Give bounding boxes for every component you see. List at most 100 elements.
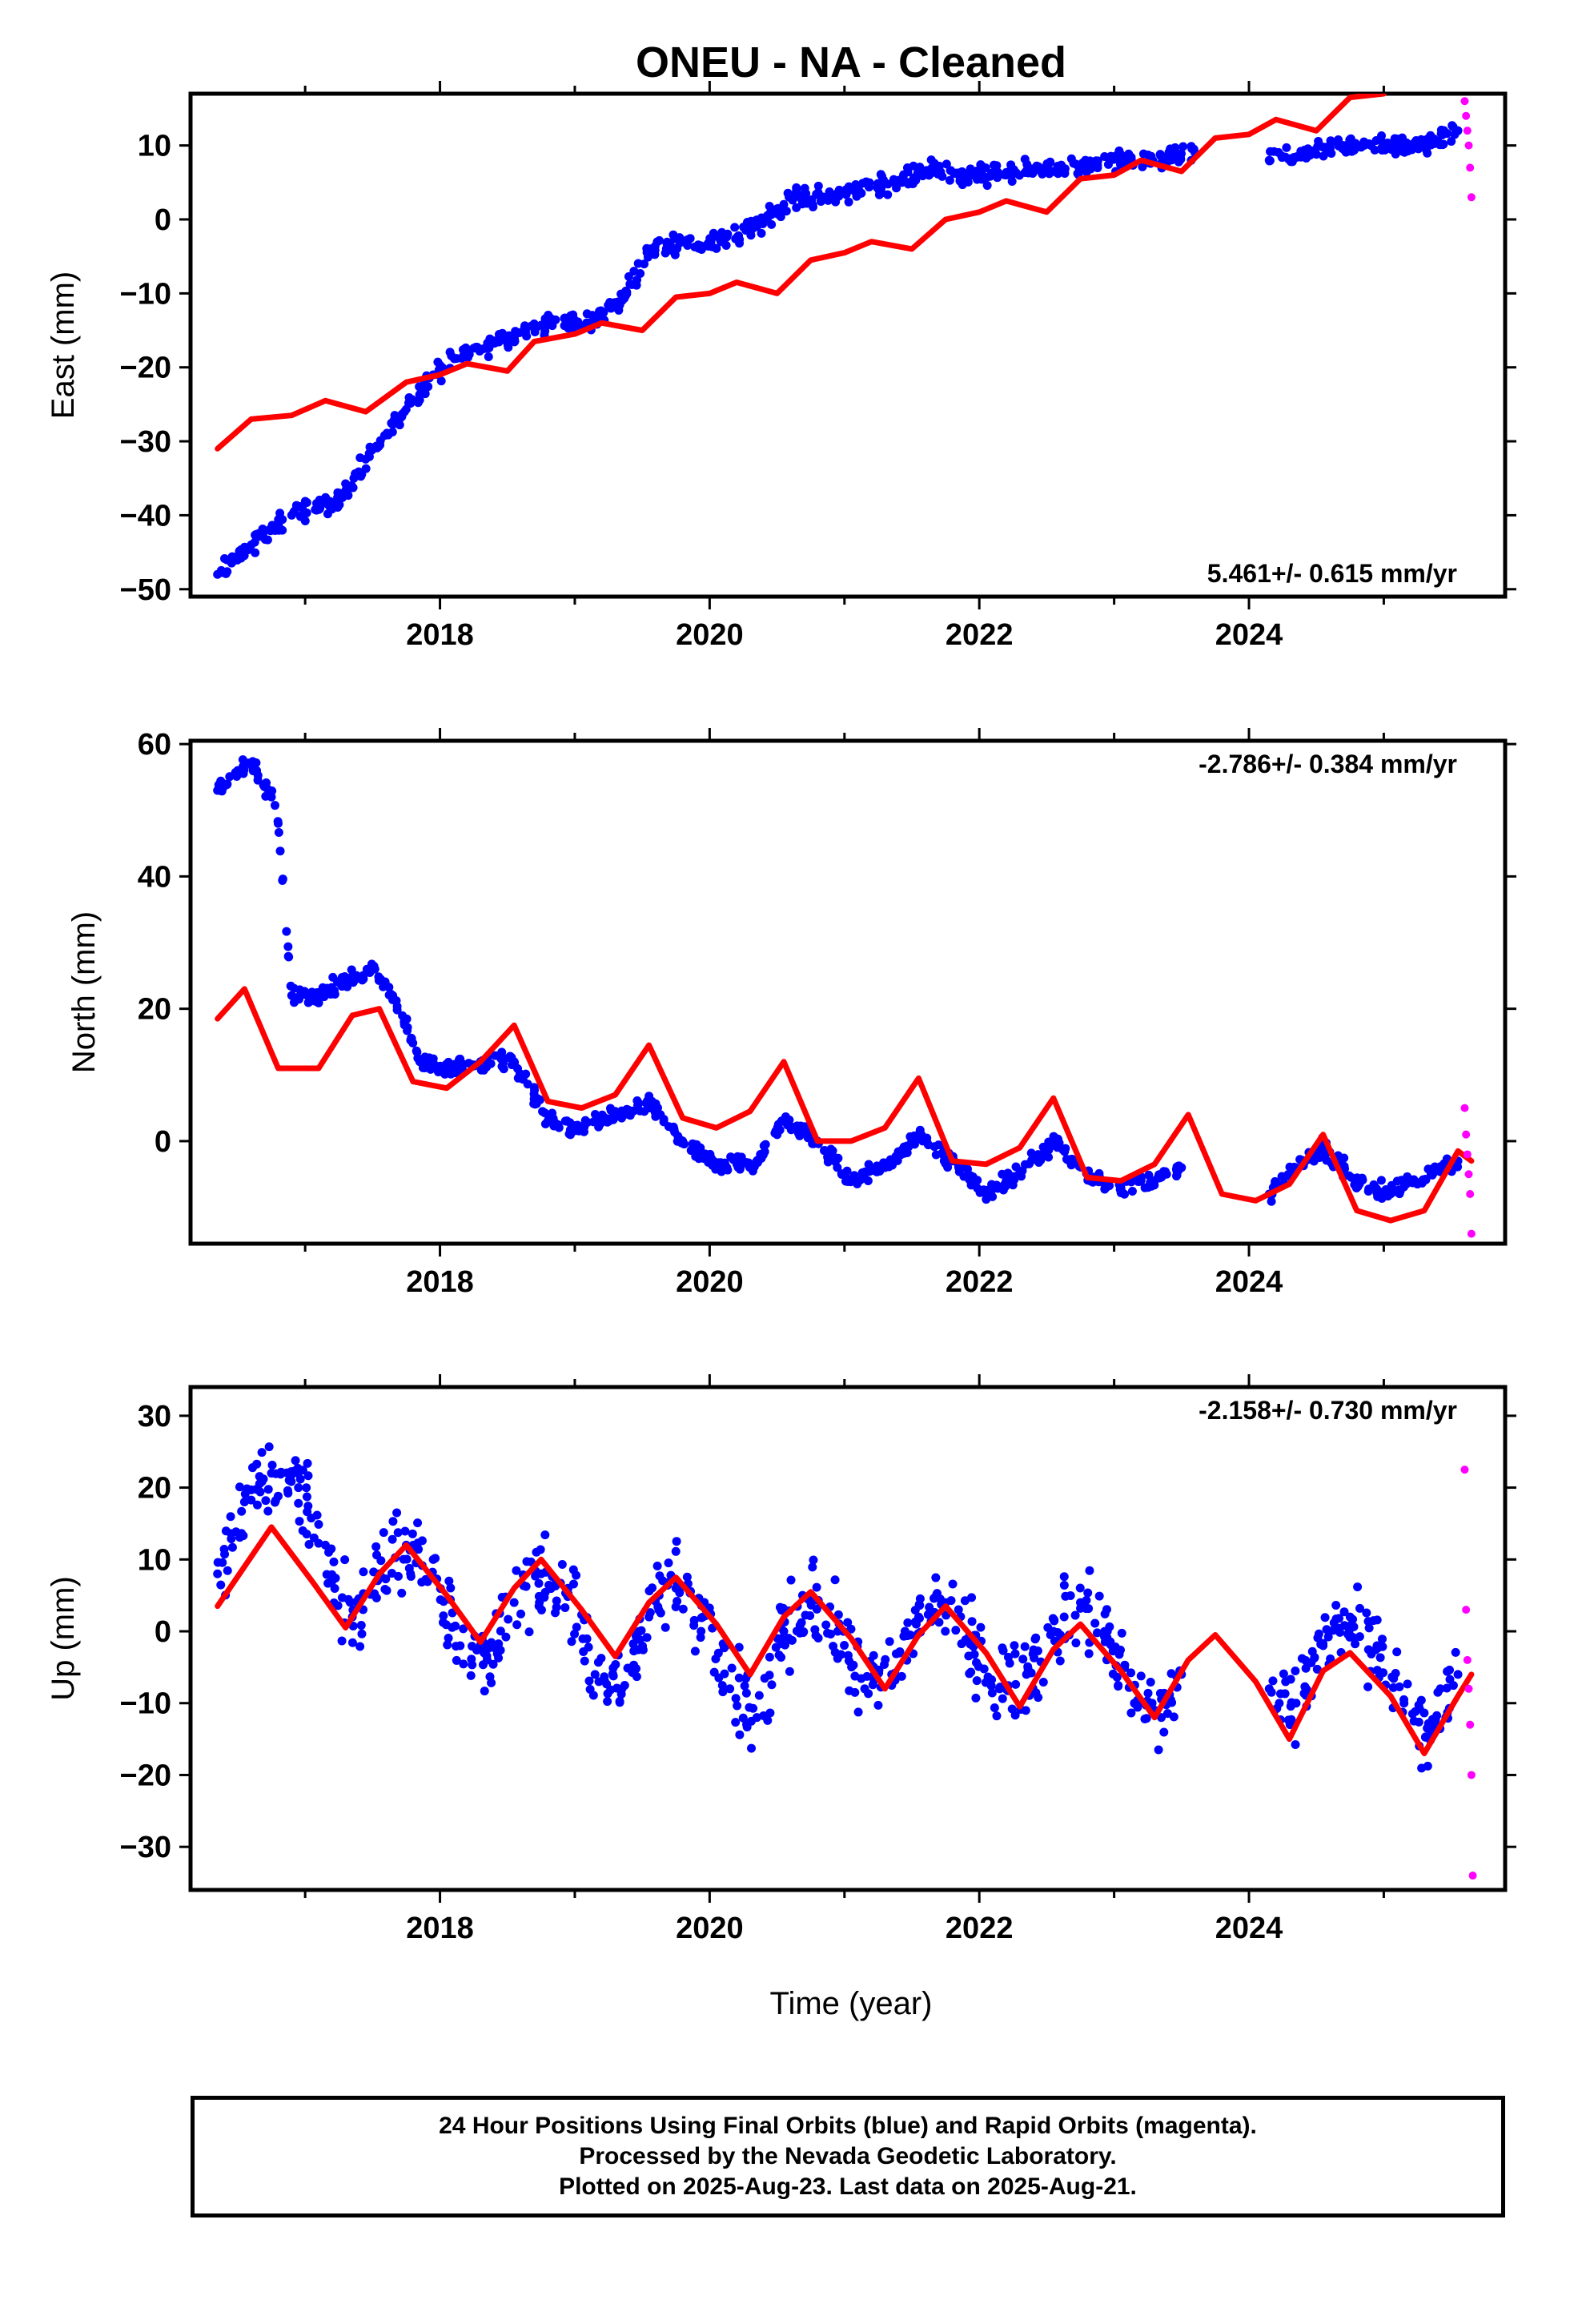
final-point <box>255 1479 264 1489</box>
final-point <box>270 801 279 810</box>
final-point <box>891 1649 901 1659</box>
final-point <box>874 186 884 195</box>
rate-label: -2.786+/- 0.384 mm/yr <box>1199 750 1457 778</box>
x-tick-label: 2022 <box>946 618 1014 652</box>
final-point <box>733 1701 742 1711</box>
final-point <box>1011 1679 1021 1689</box>
final-point <box>1387 1180 1396 1190</box>
final-point <box>1355 141 1365 151</box>
final-point <box>1126 1708 1136 1718</box>
final-point <box>552 1121 561 1131</box>
final-point <box>1369 1180 1379 1189</box>
data-layer <box>213 755 1476 1238</box>
final-point <box>785 1667 794 1676</box>
final-point <box>351 971 361 980</box>
final-point <box>840 1641 849 1651</box>
y-tick-label: 30 <box>138 1400 171 1433</box>
final-point <box>1281 1677 1291 1687</box>
final-point <box>376 1556 386 1566</box>
final-point <box>534 1578 544 1588</box>
final-point <box>1375 1653 1385 1663</box>
final-point <box>786 1575 796 1585</box>
final-point <box>823 1628 833 1638</box>
final-point <box>237 1506 247 1516</box>
final-point <box>1348 1614 1358 1624</box>
final-point <box>913 168 922 178</box>
final-point <box>998 1694 1007 1703</box>
final-point <box>1038 1678 1048 1687</box>
final-point <box>338 493 347 502</box>
final-point <box>1362 1608 1371 1618</box>
rapid-point <box>1467 1771 1476 1779</box>
final-point <box>955 176 965 186</box>
final-point <box>459 1659 468 1669</box>
final-point <box>418 1063 428 1072</box>
final-point <box>439 1597 448 1606</box>
rapid-point <box>1462 1130 1471 1139</box>
final-point <box>708 242 717 251</box>
final-point <box>1291 1739 1300 1749</box>
final-point <box>393 1528 403 1538</box>
y-tick-label: 10 <box>138 130 171 163</box>
final-point <box>426 1064 436 1074</box>
final-point <box>1435 1684 1445 1694</box>
final-point <box>1094 1591 1104 1601</box>
final-point <box>844 197 853 207</box>
final-point <box>480 1687 489 1696</box>
final-point <box>588 1691 598 1700</box>
rapid-point <box>1462 111 1471 120</box>
data-layer <box>213 1442 1477 1880</box>
final-point <box>914 1614 924 1623</box>
final-point <box>673 1597 682 1606</box>
final-point <box>327 1544 336 1554</box>
final-point <box>809 1555 818 1565</box>
final-point <box>999 1180 1009 1190</box>
final-point <box>1363 1682 1373 1691</box>
final-point <box>931 1150 941 1160</box>
final-point <box>1073 169 1082 179</box>
y-tick-label: 10 <box>138 1543 171 1577</box>
final-point <box>632 1672 641 1682</box>
final-point <box>945 175 954 185</box>
final-point <box>552 1596 561 1606</box>
final-point <box>1339 1153 1349 1163</box>
final-point <box>227 1542 237 1552</box>
final-point <box>1331 1600 1341 1610</box>
final-point <box>656 1110 665 1120</box>
final-point <box>444 1633 453 1642</box>
final-point <box>1076 1603 1086 1613</box>
final-point <box>1280 1689 1290 1699</box>
final-point <box>1082 1595 1091 1605</box>
final-point <box>383 430 393 440</box>
final-point <box>850 1687 860 1697</box>
rapid-point <box>1463 1655 1472 1664</box>
final-point <box>857 179 867 188</box>
final-point <box>1439 126 1448 135</box>
final-point <box>1042 159 1052 169</box>
final-point <box>1282 143 1291 152</box>
final-point <box>829 1152 838 1161</box>
final-point <box>1287 1715 1296 1724</box>
final-point <box>767 210 777 219</box>
final-point <box>1143 1688 1153 1698</box>
final-point <box>990 1703 999 1712</box>
final-point <box>459 1624 468 1634</box>
final-point <box>510 1058 520 1068</box>
final-point <box>499 1064 508 1074</box>
x-tick-label: 2024 <box>1215 618 1283 652</box>
final-point <box>902 1141 912 1151</box>
final-point <box>781 207 791 216</box>
final-point <box>1085 156 1094 166</box>
final-point <box>393 1571 403 1581</box>
final-point <box>759 1711 769 1720</box>
final-point <box>217 786 227 795</box>
final-point <box>557 1559 567 1569</box>
final-point <box>720 1669 729 1679</box>
final-point <box>380 1585 390 1594</box>
final-point <box>516 1609 526 1618</box>
final-point <box>1388 1683 1398 1692</box>
final-point <box>1398 147 1407 156</box>
x-axis-label: Time (year) <box>770 1986 933 2021</box>
final-point <box>487 1638 496 1647</box>
